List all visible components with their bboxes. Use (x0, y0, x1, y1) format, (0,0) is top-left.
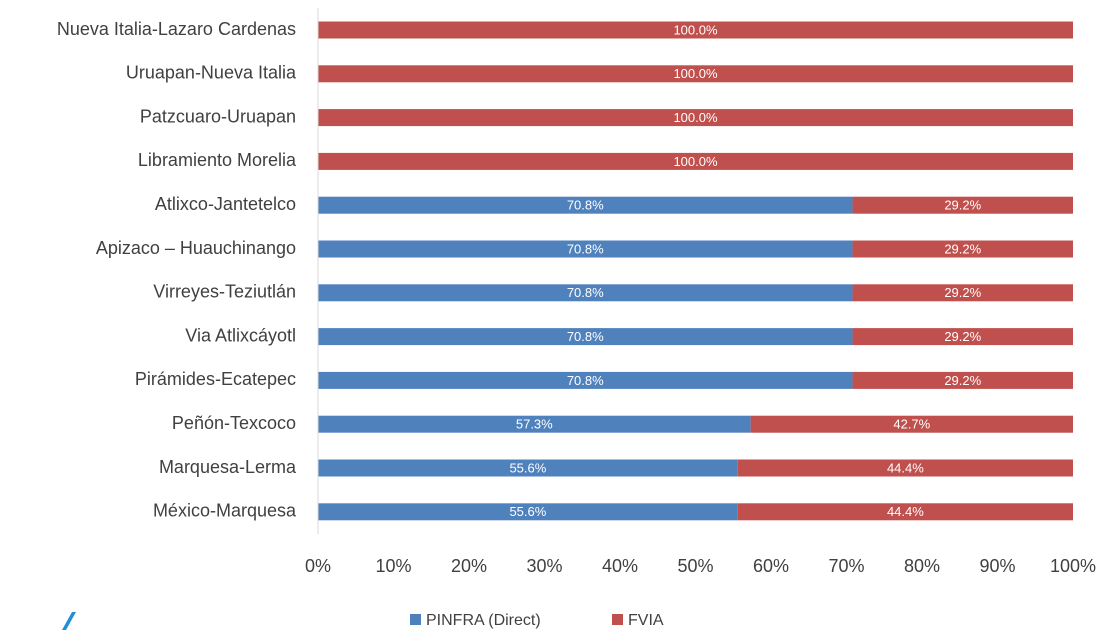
legend-swatch (612, 614, 623, 625)
category-label: Virreyes-Teziutlán (153, 282, 296, 302)
data-label: 70.8% (567, 329, 604, 344)
bar-segment (318, 371, 853, 389)
data-label: 57.3% (516, 417, 553, 432)
data-label: 70.8% (567, 198, 604, 213)
x-tick-label: 50% (677, 556, 713, 576)
bar-segment (737, 503, 1073, 521)
bar-segment (852, 328, 1073, 346)
category-label: Nueva Italia-Lazaro Cardenas (57, 19, 296, 39)
bar-segment (318, 328, 853, 346)
category-label: Uruapan-Nueva Italia (126, 63, 297, 83)
data-label: 29.2% (944, 329, 981, 344)
category-label: Marquesa-Lerma (159, 457, 297, 477)
category-label: Atlixco-Jantetelco (155, 194, 296, 214)
x-tick-label: 0% (305, 556, 331, 576)
bar-segment (852, 284, 1073, 302)
data-label: 42.7% (893, 417, 930, 432)
x-tick-label: 40% (602, 556, 638, 576)
data-label: 44.4% (887, 504, 924, 519)
x-tick-label: 60% (753, 556, 789, 576)
data-label: 29.2% (944, 285, 981, 300)
bar-segment (318, 21, 1073, 39)
data-label: 44.4% (887, 460, 924, 475)
data-label: 55.6% (509, 504, 546, 519)
legend-swatch (410, 614, 421, 625)
bar-segment (852, 371, 1073, 389)
data-label: 100.0% (673, 110, 718, 125)
x-tick-label: 30% (526, 556, 562, 576)
data-label: 100.0% (673, 154, 718, 169)
bar-segment (852, 240, 1073, 258)
bar-segment (318, 65, 1073, 83)
x-tick-label: 100% (1050, 556, 1096, 576)
x-tick-label: 80% (904, 556, 940, 576)
category-label: Pirámides-Ecatepec (135, 369, 296, 389)
category-label: Libramiento Morelia (138, 150, 297, 170)
x-tick-label: 10% (375, 556, 411, 576)
category-label: Apizaco – Huauchinango (96, 238, 296, 258)
logo-fragment (62, 612, 76, 630)
x-tick-label: 20% (451, 556, 487, 576)
category-label: Patzcuaro-Uruapan (140, 106, 296, 126)
x-tick-label: 90% (979, 556, 1015, 576)
data-label: 29.2% (944, 241, 981, 256)
category-label: Via Atlixcáyotl (185, 325, 296, 345)
category-label: México-Marquesa (153, 501, 297, 521)
data-label: 100.0% (673, 66, 718, 81)
data-label: 70.8% (567, 373, 604, 388)
bar-segment (318, 109, 1073, 127)
category-label: Peñón-Texcoco (172, 413, 296, 433)
data-label: 29.2% (944, 198, 981, 213)
bar-segment (737, 459, 1073, 477)
bar-segment (750, 415, 1073, 433)
data-label: 70.8% (567, 241, 604, 256)
data-label: 100.0% (673, 22, 718, 37)
data-label: 29.2% (944, 373, 981, 388)
legend-label: FVIA (628, 612, 664, 629)
data-label: 70.8% (567, 285, 604, 300)
bar-segment (318, 503, 738, 521)
bar-segment (318, 196, 853, 214)
bar-segment (852, 196, 1073, 214)
x-tick-label: 70% (828, 556, 864, 576)
bar-segment (318, 152, 1073, 170)
bar-segment (318, 284, 853, 302)
data-label: 55.6% (509, 460, 546, 475)
legend-label: PINFRA (Direct) (426, 612, 541, 629)
bar-segment (318, 415, 751, 433)
bar-segment (318, 240, 853, 258)
bar-segment (318, 459, 738, 477)
